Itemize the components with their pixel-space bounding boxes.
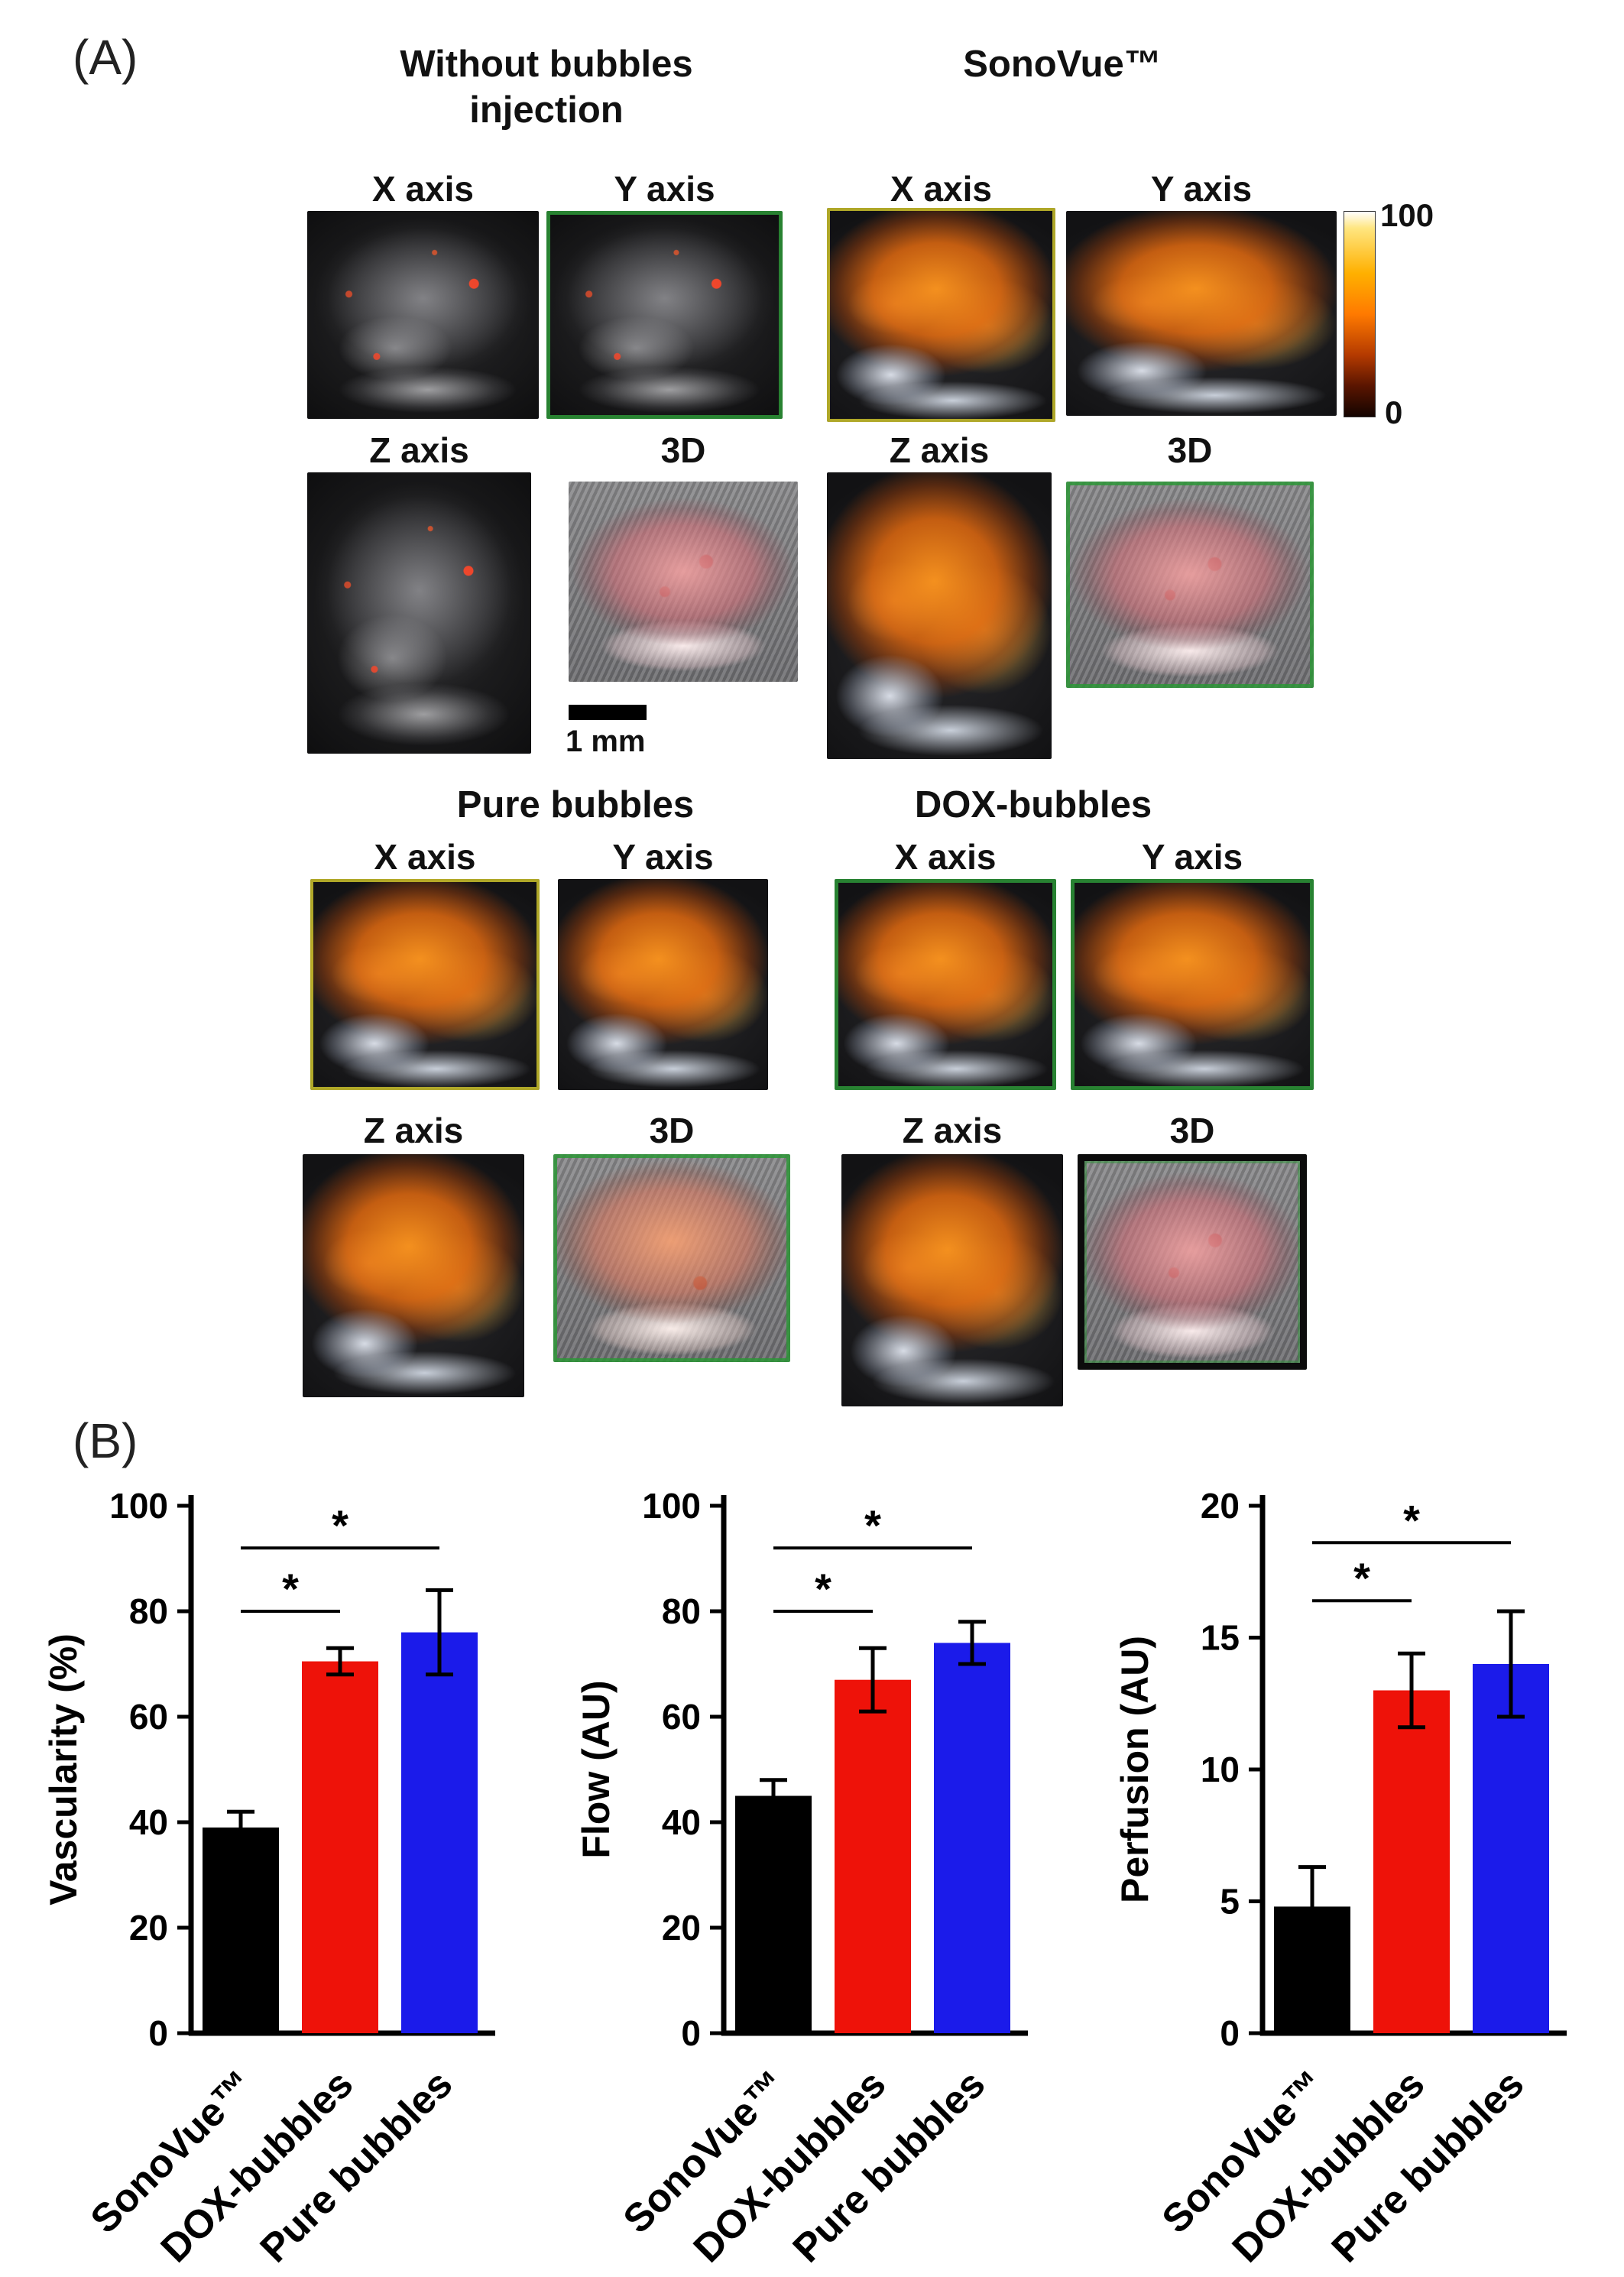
group-title-pure-bubbles: Pure bubbles	[346, 783, 805, 829]
axis-label-y: Y axis	[1150, 169, 1253, 209]
svg-text:100: 100	[642, 1486, 701, 1526]
ultrasound-image-sonovue-x-axis	[827, 208, 1055, 422]
svg-text:Flow (AU): Flow (AU)	[575, 1680, 618, 1858]
group-title-without-bubbles: Without bubbles injection	[317, 42, 776, 134]
svg-text:0: 0	[681, 2013, 701, 2053]
svg-text:20: 20	[1201, 1486, 1240, 1526]
group-title-line: injection	[469, 89, 624, 131]
scale-bar	[569, 705, 647, 720]
ultrasound-image-no-bubbles-y-axis	[546, 211, 783, 419]
svg-text:*: *	[1403, 1496, 1420, 1544]
ultrasound-image-sonovue-3d	[1066, 482, 1314, 688]
chart-perfusion: 0 5 10 15 20 Perfusion (AU) SonoVue™ DOX-bubble…	[1102, 1475, 1606, 2271]
svg-text:0: 0	[148, 2013, 168, 2053]
scale-bar-label: 1 mm	[566, 725, 646, 758]
axis-label-3d: 3D	[1169, 1111, 1215, 1150]
svg-text:*: *	[282, 1565, 299, 1613]
ultrasound-image-pure-bubbles-3d	[553, 1154, 790, 1362]
ultrasound-image-dox-bubbles-y-axis	[1071, 879, 1314, 1090]
svg-text:*: *	[1353, 1554, 1370, 1602]
colorbar-max-label: 100	[1380, 197, 1434, 233]
svg-text:*: *	[332, 1501, 348, 1549]
svg-text:*: *	[864, 1501, 881, 1549]
svg-text:60: 60	[129, 1697, 168, 1737]
axis-label-3d: 3D	[649, 1111, 695, 1150]
svg-text:80: 80	[662, 1591, 701, 1631]
axis-label-y: Y axis	[1141, 837, 1243, 877]
panel-b-label: (B)	[73, 1413, 138, 1468]
ultrasound-image-pure-bubbles-x-axis	[310, 879, 540, 1090]
svg-text:Perfusion (AU): Perfusion (AU)	[1113, 1636, 1156, 1903]
ultrasound-image-dox-bubbles-x-axis	[835, 879, 1056, 1090]
ultrasound-image-sonovue-y-axis	[1066, 211, 1337, 416]
svg-text:10: 10	[1201, 1750, 1240, 1789]
axis-label-z: Z axis	[902, 1111, 1003, 1150]
ultrasound-image-pure-bubbles-y-axis	[558, 879, 768, 1090]
ultrasound-image-no-bubbles-3d	[569, 482, 798, 682]
ultrasound-image-no-bubbles-z-axis	[307, 472, 531, 754]
axis-label-x: X axis	[372, 169, 474, 209]
svg-text:*: *	[815, 1565, 831, 1613]
svg-text:80: 80	[129, 1591, 168, 1631]
intensity-colorbar	[1344, 211, 1376, 417]
axis-label-x: X axis	[890, 169, 992, 209]
group-title-line: Without bubbles	[400, 44, 693, 85]
svg-text:40: 40	[662, 1802, 701, 1842]
chart-flow: 0 20 40 60 80 100 Flow (AU) SonoVue™ DOX-bubbles…	[563, 1475, 1068, 2271]
group-title-sonovue: SonoVue™	[833, 42, 1292, 88]
ultrasound-image-pure-bubbles-z-axis	[303, 1154, 524, 1397]
panel-a-label: (A)	[73, 30, 138, 85]
axis-label-z: Z axis	[369, 430, 469, 470]
ultrasound-image-sonovue-z-axis	[827, 472, 1052, 759]
group-title-line: Pure bubbles	[456, 784, 695, 825]
axis-label-z: Z axis	[363, 1111, 464, 1150]
svg-text:40: 40	[129, 1802, 168, 1842]
svg-text:20: 20	[129, 1908, 168, 1948]
ultrasound-image-dox-bubbles-3d	[1078, 1154, 1307, 1370]
axis-label-x: X axis	[374, 837, 476, 877]
axis-label-y: Y axis	[614, 169, 715, 209]
axis-label-x: X axis	[894, 837, 997, 877]
svg-text:100: 100	[109, 1486, 168, 1526]
chart-vascularity: 0 20 40 60 80 100 Vascularity (%) SonoVue™ DOX-b…	[31, 1475, 535, 2271]
svg-text:5: 5	[1220, 1882, 1240, 1922]
axis-label-z: Z axis	[889, 430, 990, 470]
svg-text:15: 15	[1201, 1618, 1240, 1658]
group-title-line: DOX-bubbles	[914, 784, 1152, 825]
colorbar-min-label: 0	[1385, 394, 1403, 430]
svg-text:0: 0	[1220, 2013, 1240, 2053]
svg-text:Vascularity (%): Vascularity (%)	[42, 1633, 85, 1906]
ultrasound-image-no-bubbles-x-axis	[307, 211, 539, 419]
axis-label-3d: 3D	[1167, 430, 1213, 470]
axis-label-y: Y axis	[612, 837, 714, 877]
group-title-line: SonoVue™	[963, 44, 1162, 85]
axis-label-3d: 3D	[660, 430, 706, 470]
svg-text:60: 60	[662, 1697, 701, 1737]
group-title-dox-bubbles: DOX-bubbles	[804, 783, 1263, 829]
ultrasound-image-dox-bubbles-z-axis	[841, 1154, 1063, 1406]
svg-text:20: 20	[662, 1908, 701, 1948]
